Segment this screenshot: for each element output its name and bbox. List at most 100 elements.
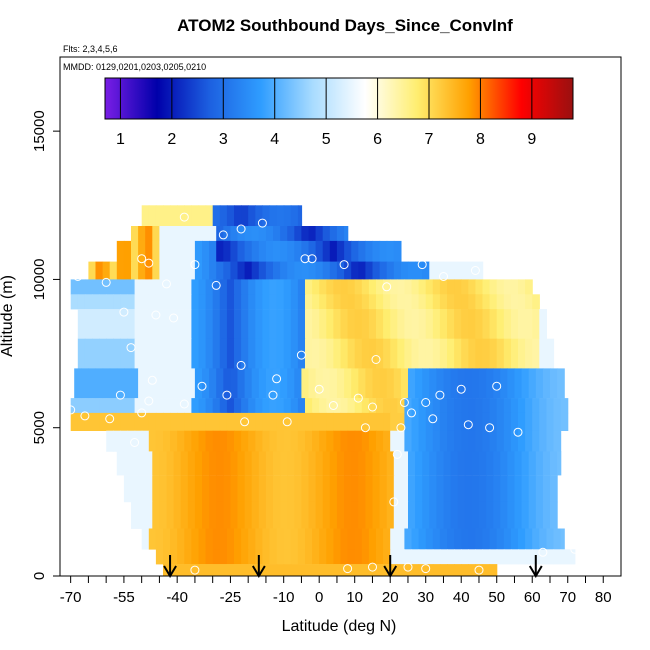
heatmap-cell: [205, 294, 214, 310]
heatmap-cell: [205, 528, 214, 550]
heatmap-cell: [262, 279, 271, 295]
heatmap-cell: [510, 398, 519, 414]
heatmap-cell: [425, 309, 434, 340]
heatmap-cell: [368, 294, 377, 310]
heatmap-cell: [198, 528, 207, 550]
heatmap-cell: [308, 475, 317, 503]
heatmap-cell: [315, 368, 324, 399]
heatmap-cell: [397, 294, 405, 310]
heatmap-cell: [439, 430, 448, 452]
heatmap-cell: [315, 240, 324, 262]
heatmap-cell: [191, 398, 200, 414]
heatmap-cell: [408, 501, 416, 529]
heatmap-cell: [191, 309, 200, 340]
heatmap-cell: [205, 412, 214, 431]
heatmap-cell: [163, 528, 171, 550]
heatmap-cell: [443, 261, 452, 280]
heatmap-cell: [170, 412, 178, 431]
heatmap-cell: [450, 368, 459, 399]
heatmap-cell: [223, 501, 231, 529]
heatmap-cell: [287, 226, 295, 242]
heatmap-cell: [333, 294, 342, 310]
heatmap-cell: [280, 501, 288, 529]
heatmap-cell: [400, 501, 409, 529]
heatmap-cell: [276, 309, 285, 340]
heatmap-cell: [404, 279, 413, 295]
data-point: [339, 260, 349, 270]
heatmap-cell: [329, 226, 338, 242]
data-point: [421, 564, 431, 574]
heatmap-cell: [475, 309, 484, 340]
heatmap-cell: [219, 528, 228, 550]
heatmap-cell: [166, 451, 175, 476]
heatmap-cell: [528, 475, 537, 503]
heatmap-cell: [525, 412, 533, 431]
heatmap-cell: [454, 279, 462, 295]
heatmap-cell: [521, 368, 530, 399]
data-point: [382, 282, 392, 292]
heatmap-cell: [486, 501, 494, 529]
heatmap-cell: [468, 564, 476, 577]
heatmap-cell: [226, 549, 235, 565]
heatmap-cell: [265, 226, 274, 242]
heatmap-cell: [159, 226, 168, 242]
heatmap-cell: [273, 261, 281, 280]
heatmap-cell: [454, 528, 462, 550]
heatmap-cell: [436, 501, 445, 529]
heatmap-cell: [390, 279, 398, 295]
heatmap-cell: [347, 398, 356, 414]
heatmap-cell: [145, 475, 153, 503]
heatmap-cell: [525, 338, 533, 369]
heatmap-cell: [319, 564, 327, 577]
heatmap-cell: [166, 261, 175, 280]
heatmap-cell: [368, 430, 377, 452]
heatmap-cell: [351, 240, 359, 262]
heatmap-cell: [486, 451, 494, 476]
heatmap-cell: [518, 528, 526, 550]
heatmap-cell: [159, 240, 168, 262]
heatmap-cell: [113, 338, 121, 369]
data-point: [407, 408, 416, 418]
heatmap-cell: [532, 528, 540, 550]
heatmap-cell: [372, 368, 381, 399]
data-point: [105, 414, 115, 424]
heatmap-cell: [368, 412, 377, 431]
heatmap-cell: [372, 475, 381, 503]
heatmap-cell: [138, 451, 146, 476]
heatmap-cell: [145, 261, 153, 280]
heatmap-cell: [141, 205, 150, 227]
heatmap-cell: [255, 528, 263, 550]
heatmap-cell: [518, 549, 526, 565]
heatmap-cell: [546, 412, 555, 431]
heatmap-cell: [365, 261, 374, 280]
heatmap-cell: [70, 279, 79, 295]
heatmap-cell: [198, 398, 207, 414]
heatmap-cell: [315, 451, 324, 476]
heatmap-cell: [411, 398, 420, 414]
heatmap-cell: [482, 549, 491, 565]
heatmap-cell: [283, 205, 292, 227]
heatmap-cell: [127, 338, 136, 369]
heatmap-cell: [290, 549, 299, 565]
heatmap-cell: [482, 279, 491, 295]
heatmap-cell: [386, 475, 395, 503]
x-tick-label: -70: [60, 589, 82, 606]
heatmap-cell: [333, 528, 342, 550]
heatmap-cell: [397, 398, 405, 414]
heatmap-cell: [223, 240, 231, 262]
heatmap-cell: [77, 294, 86, 310]
data-point: [307, 254, 317, 264]
heatmap-cell: [376, 549, 384, 565]
heatmap-cell: [326, 398, 334, 414]
heatmap-cell: [390, 549, 398, 565]
heatmap-cell: [415, 451, 423, 476]
heatmap-cell: [329, 240, 338, 262]
heatmap-cell: [216, 226, 224, 242]
heatmap-cell: [368, 528, 377, 550]
heatmap-cell: [166, 501, 175, 529]
heatmap-cell: [226, 309, 235, 340]
heatmap-cell: [322, 475, 331, 503]
heatmap-cell: [212, 309, 221, 340]
heatmap-cell: [177, 309, 185, 340]
heatmap-cell: [166, 226, 175, 242]
